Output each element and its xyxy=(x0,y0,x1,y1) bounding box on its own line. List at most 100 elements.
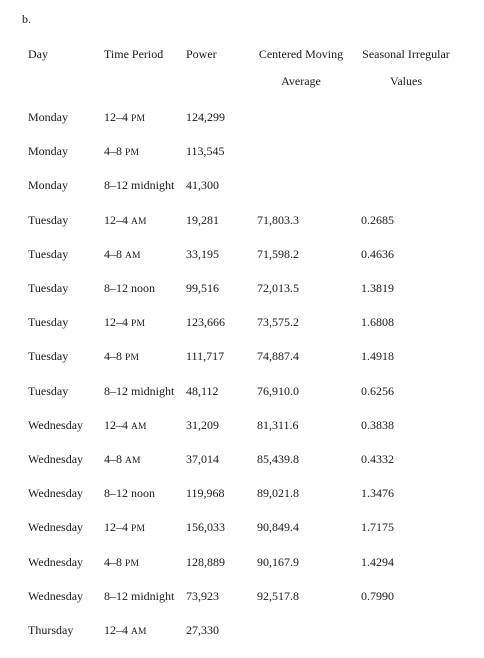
cell-seasonal-irregular-value: 0.7990 xyxy=(361,589,394,603)
time-range: 12–4 xyxy=(104,623,128,637)
table-row: Tuesday 8–12 midnight 48,112 76,910.0 0.6256 xyxy=(0,381,484,401)
cell-centered-moving-average: 92,517.8 xyxy=(257,589,299,603)
time-meridiem: PM xyxy=(131,114,146,124)
cell-time-period: 12–4 PM xyxy=(104,312,145,334)
time-meridiem: PM xyxy=(131,524,146,534)
cell-power: 128,889 xyxy=(186,555,225,569)
cell-time-period: 4–8 PM xyxy=(104,552,139,574)
table-row: Tuesday 8–12 noon 99,516 72,013.5 1.3819 xyxy=(0,278,484,298)
table-row: Tuesday 4–8 AM 33,195 71,598.2 0.4636 xyxy=(0,244,484,264)
cell-time-period: 8–12 noon xyxy=(104,483,155,503)
cell-day: Wednesday xyxy=(28,486,84,500)
cell-power: 48,112 xyxy=(186,384,219,398)
time-meridiem: AM xyxy=(131,422,147,432)
header-cma-line2: Average xyxy=(281,74,321,88)
cell-power: 123,666 xyxy=(186,315,225,329)
time-range: 12–4 xyxy=(104,418,128,432)
time-range: 12–4 xyxy=(104,520,128,534)
cell-day: Wednesday xyxy=(28,589,84,603)
cell-day: Wednesday xyxy=(28,520,84,534)
cell-day: Tuesday xyxy=(28,315,69,329)
table-row: Monday 4–8 PM 113,545 xyxy=(0,141,484,161)
time-meridiem: PM xyxy=(131,319,146,329)
cell-day: Tuesday xyxy=(28,213,69,227)
cell-power: 27,330 xyxy=(186,623,219,637)
header-siv-line1: Seasonal Irregular xyxy=(362,47,450,61)
time-meridiem: AM xyxy=(125,251,141,261)
cell-time-period: 8–12 noon xyxy=(104,278,155,298)
cell-power: 37,014 xyxy=(186,452,219,466)
cell-day: Tuesday xyxy=(28,349,69,363)
cell-seasonal-irregular-value: 1.3819 xyxy=(361,281,394,295)
time-meridiem: AM xyxy=(131,217,147,227)
cell-seasonal-irregular-value: 0.6256 xyxy=(361,384,394,398)
cell-centered-moving-average: 81,311.6 xyxy=(257,418,299,432)
time-range: 12–4 xyxy=(104,315,128,329)
cell-power: 31,209 xyxy=(186,418,219,432)
cell-power: 33,195 xyxy=(186,247,219,261)
cell-centered-moving-average: 89,021.8 xyxy=(257,486,299,500)
time-meridiem: PM xyxy=(125,148,140,158)
cell-seasonal-irregular-value: 1.6808 xyxy=(361,315,394,329)
cell-time-period: 12–4 AM xyxy=(104,620,147,642)
cell-day: Tuesday xyxy=(28,281,69,295)
time-meridiem: PM xyxy=(125,353,140,363)
table-row: Tuesday 4–8 PM 111,717 74,887.4 1.4918 xyxy=(0,346,484,366)
cell-power: 41,300 xyxy=(186,178,219,192)
cell-time-period: 12–4 PM xyxy=(104,107,145,129)
cell-centered-moving-average: 71,598.2 xyxy=(257,247,299,261)
header-cma-line1: Centered Moving xyxy=(258,47,344,61)
header-power: Power xyxy=(186,47,217,61)
cell-time-period: 8–12 midnight xyxy=(104,586,174,606)
cell-centered-moving-average: 71,803.3 xyxy=(257,213,299,227)
time-range: 8–12 midnight xyxy=(104,384,175,398)
header-seasonal-irregular-values: Seasonal Irregular Values xyxy=(360,41,452,95)
cell-time-period: 8–12 midnight xyxy=(104,175,174,195)
table-row: Wednesday 12–4 PM 156,033 90,849.4 1.7175 xyxy=(0,517,484,537)
table-row: Monday 8–12 midnight 41,300 xyxy=(0,175,484,195)
cell-day: Monday xyxy=(28,144,68,158)
cell-seasonal-irregular-value: 0.4332 xyxy=(361,452,394,466)
cell-day: Tuesday xyxy=(28,247,69,261)
table-row: Wednesday 4–8 PM 128,889 90,167.9 1.4294 xyxy=(0,552,484,572)
cell-seasonal-irregular-value: 1.3476 xyxy=(361,486,394,500)
cell-time-period: 12–4 AM xyxy=(104,415,147,437)
cell-day: Monday xyxy=(28,178,68,192)
time-range: 4–8 xyxy=(104,247,122,261)
table-row: Wednesday 12–4 AM 31,209 81,311.6 0.3838 xyxy=(0,415,484,435)
time-range: 4–8 xyxy=(104,555,122,569)
cell-time-period: 4–8 PM xyxy=(104,346,139,368)
time-range: 4–8 xyxy=(104,349,122,363)
cell-centered-moving-average: 85,439.8 xyxy=(257,452,299,466)
cell-day: Tuesday xyxy=(28,384,69,398)
header-time-period: Time Period xyxy=(104,47,164,61)
time-range: 8–12 midnight xyxy=(104,178,175,192)
time-meridiem: AM xyxy=(131,627,147,637)
time-range: 8–12 noon xyxy=(104,486,155,500)
table-row: Monday 12–4 PM 124,299 xyxy=(0,107,484,127)
cell-centered-moving-average: 74,887.4 xyxy=(257,349,299,363)
time-range: 12–4 xyxy=(104,110,128,124)
cell-time-period: 12–4 AM xyxy=(104,210,147,232)
cell-centered-moving-average: 72,013.5 xyxy=(257,281,299,295)
cell-centered-moving-average: 90,849.4 xyxy=(257,520,299,534)
cell-time-period: 4–8 AM xyxy=(104,244,141,266)
cell-seasonal-irregular-value: 0.2685 xyxy=(361,213,394,227)
cell-power: 73,923 xyxy=(186,589,219,603)
cell-power: 119,968 xyxy=(186,486,225,500)
cell-day: Wednesday xyxy=(28,418,84,432)
table-row: Wednesday 8–12 midnight 73,923 92,517.8 0.79… xyxy=(0,586,484,606)
cell-day: Wednesday xyxy=(28,555,84,569)
cell-seasonal-irregular-value: 0.3838 xyxy=(361,418,394,432)
time-range: 4–8 xyxy=(104,452,122,466)
part-label: b. xyxy=(22,12,31,26)
table-row: Thursday 12–4 AM 27,330 xyxy=(0,620,484,640)
cell-day: Monday xyxy=(28,110,68,124)
header-centered-moving-average: Centered Moving Average xyxy=(257,41,345,95)
time-range: 12–4 xyxy=(104,213,128,227)
header-siv-line2: Values xyxy=(390,74,422,88)
table-row: Wednesday 8–12 noon 119,968 89,021.8 1.3476 xyxy=(0,483,484,503)
cell-time-period: 12–4 PM xyxy=(104,517,145,539)
cell-day: Wednesday xyxy=(28,452,84,466)
cell-centered-moving-average: 90,167.9 xyxy=(257,555,299,569)
